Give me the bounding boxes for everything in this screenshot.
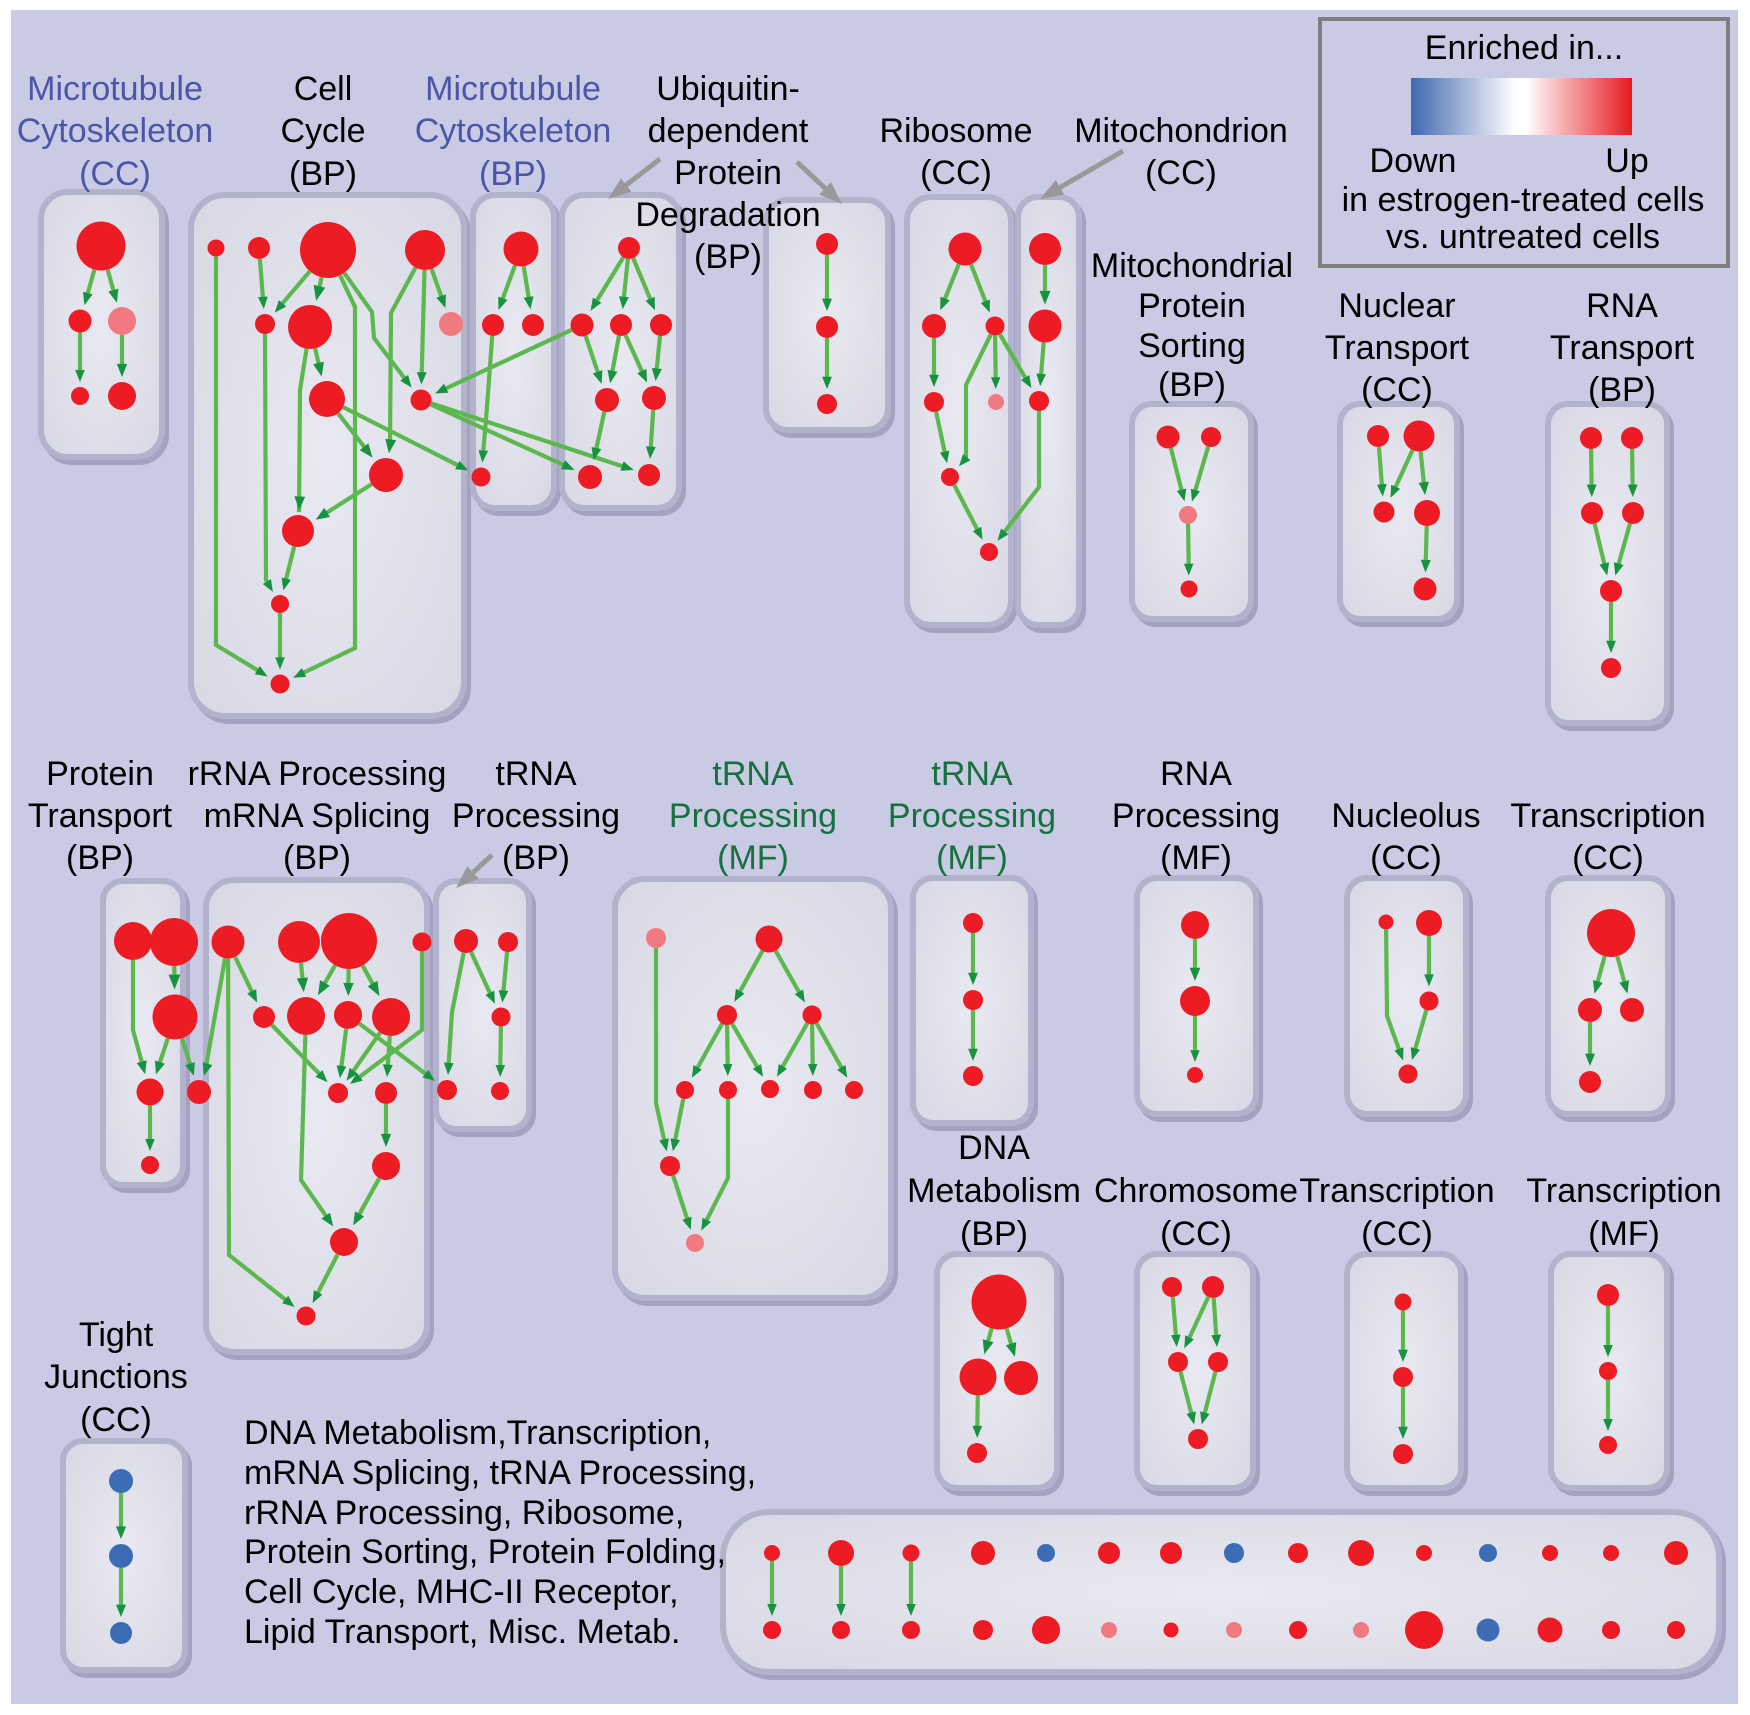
svg-text:Chromosome: Chromosome [1094,1172,1298,1210]
svg-text:Mitochondrion: Mitochondrion [1074,112,1288,150]
svg-text:Up: Up [1605,142,1648,180]
svg-text:RNA: RNA [1586,287,1658,325]
svg-text:Tight: Tight [79,1316,154,1354]
svg-text:Cytoskeleton: Cytoskeleton [17,112,214,150]
svg-text:Cytoskeleton: Cytoskeleton [415,112,612,150]
svg-text:Ribosome: Ribosome [879,112,1032,150]
svg-text:(CC): (CC) [1361,371,1433,409]
svg-text:(CC): (CC) [1370,839,1442,877]
svg-text:mRNA Splicing: mRNA Splicing [204,797,431,835]
svg-text:Microtubule: Microtubule [425,70,601,108]
svg-text:Enriched in...: Enriched in... [1425,29,1623,67]
svg-text:Processing: Processing [669,797,837,835]
svg-text:Transcription: Transcription [1510,797,1705,835]
svg-text:in estrogen-treated cells: in estrogen-treated cells [1342,181,1705,219]
svg-text:Processing: Processing [452,797,620,835]
svg-text:(MF): (MF) [936,839,1008,877]
svg-text:Down: Down [1370,142,1457,180]
svg-text:Processing: Processing [888,797,1056,835]
svg-text:(MF): (MF) [717,839,789,877]
svg-text:Transcription: Transcription [1526,1172,1721,1210]
svg-text:Microtubule: Microtubule [27,70,203,108]
svg-text:(CC): (CC) [1361,1215,1433,1253]
svg-text:Cell: Cell [294,70,353,108]
svg-text:Protein: Protein [46,755,154,793]
svg-text:Protein Sorting, Protein Foldi: Protein Sorting, Protein Folding, [244,1533,726,1571]
svg-text:rRNA Processing: rRNA Processing [188,755,447,793]
svg-text:(BP): (BP) [960,1215,1028,1253]
svg-text:Lipid Transport, Misc. Metab.: Lipid Transport, Misc. Metab. [244,1613,681,1651]
svg-text:Protein: Protein [1138,287,1246,325]
svg-text:Transport: Transport [28,797,173,835]
svg-text:(CC): (CC) [80,1401,152,1439]
svg-text:rRNA Processing, Ribosome,: rRNA Processing, Ribosome, [244,1494,684,1532]
svg-text:RNA: RNA [1160,755,1232,793]
svg-text:Degradation: Degradation [635,196,820,234]
svg-text:Transport: Transport [1550,329,1695,367]
svg-text:(CC): (CC) [1160,1215,1232,1253]
svg-text:Cycle: Cycle [280,112,365,150]
svg-text:Nucleolus: Nucleolus [1331,797,1480,835]
svg-text:Junctions: Junctions [44,1358,188,1396]
svg-text:(BP): (BP) [502,839,570,877]
svg-text:(BP): (BP) [283,839,351,877]
svg-text:Transcription: Transcription [1299,1172,1494,1210]
svg-text:(BP): (BP) [289,155,357,193]
svg-text:Protein: Protein [674,154,782,192]
svg-text:DNA: DNA [958,1129,1030,1167]
svg-text:Cell Cycle, MHC-II Receptor,: Cell Cycle, MHC-II Receptor, [244,1573,679,1611]
svg-text:tRNA: tRNA [931,755,1013,793]
svg-text:dependent: dependent [648,112,809,150]
svg-text:(CC): (CC) [79,155,151,193]
svg-text:(BP): (BP) [1158,366,1226,404]
svg-text:Nuclear: Nuclear [1338,287,1455,325]
svg-text:(CC): (CC) [920,154,992,192]
svg-text:(MF): (MF) [1160,839,1232,877]
svg-text:vs. untreated cells: vs. untreated cells [1386,218,1660,256]
svg-text:Metabolism: Metabolism [907,1172,1081,1210]
svg-text:(BP): (BP) [66,839,134,877]
svg-text:tRNA: tRNA [712,755,794,793]
svg-text:Transport: Transport [1325,329,1470,367]
svg-text:(MF): (MF) [1588,1215,1660,1253]
svg-text:mRNA Splicing, tRNA Processing: mRNA Splicing, tRNA Processing, [244,1454,756,1492]
svg-text:Sorting: Sorting [1138,327,1246,365]
svg-text:tRNA: tRNA [495,755,577,793]
svg-text:(BP): (BP) [694,238,762,276]
svg-text:DNA Metabolism,Transcription,: DNA Metabolism,Transcription, [244,1414,711,1452]
svg-text:(CC): (CC) [1572,839,1644,877]
svg-text:Processing: Processing [1112,797,1280,835]
svg-text:(BP): (BP) [479,155,547,193]
svg-text:Ubiquitin-: Ubiquitin- [656,70,800,108]
svg-text:(BP): (BP) [1588,371,1656,409]
svg-text:Mitochondrial: Mitochondrial [1091,247,1293,285]
svg-text:(CC): (CC) [1145,154,1217,192]
